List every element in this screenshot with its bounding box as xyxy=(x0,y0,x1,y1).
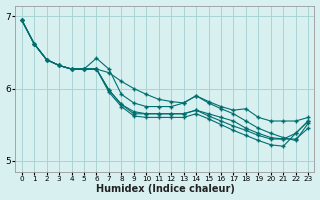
X-axis label: Humidex (Indice chaleur): Humidex (Indice chaleur) xyxy=(96,184,234,194)
